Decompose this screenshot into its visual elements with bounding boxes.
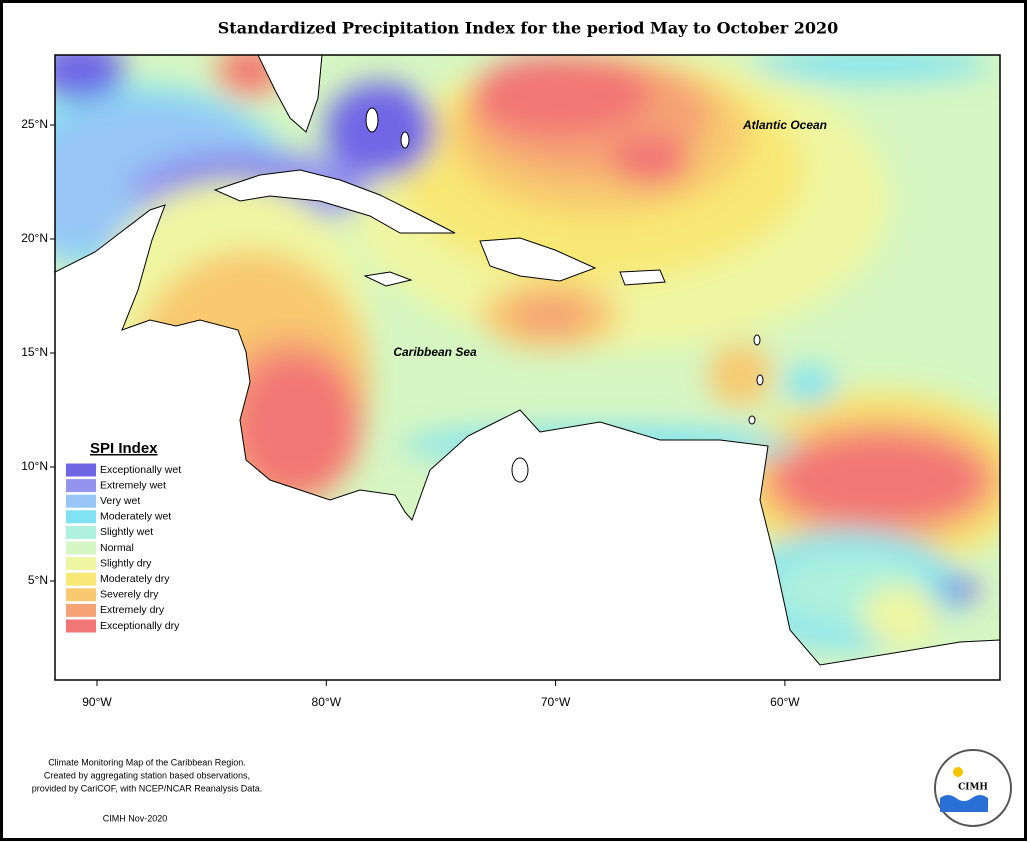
lat-label: 15°N [21, 345, 48, 359]
footer-line: Climate Monitoring Map of the Caribbean … [48, 757, 246, 767]
legend-label: Moderately dry [100, 573, 170, 585]
mainland [55, 204, 1000, 680]
jamaica [363, 271, 413, 287]
legend-label: Slightly wet [100, 526, 153, 538]
spi-area [750, 55, 990, 80]
legend-label: Exceptionally wet [100, 464, 181, 476]
spi-field [55, 55, 1000, 680]
bahamas [365, 107, 379, 133]
spi-area [325, 82, 435, 178]
legend-label: Exceptionally dry [100, 620, 180, 632]
map-title: Standardized Precipitation Index for the… [218, 19, 839, 38]
logo-sun [953, 767, 963, 777]
spi-area [237, 357, 353, 493]
legend-swatch [66, 619, 96, 633]
lat-label: 10°N [21, 459, 48, 473]
island [753, 334, 761, 346]
lon-label: 90°W [82, 695, 112, 709]
island [748, 415, 756, 425]
legend-swatch [66, 557, 96, 571]
legend-title: SPI Index [90, 440, 158, 457]
spi-area [942, 578, 978, 602]
island [756, 374, 764, 386]
map-frame [54, 54, 1001, 681]
lat-label: 5°N [28, 573, 48, 587]
lat-label: 25°N [21, 117, 48, 131]
footer-date: CIMH Nov-2020 [103, 813, 168, 823]
legend-swatch [66, 510, 96, 524]
logo-text: CIMH [958, 783, 988, 793]
legend-label: Extremely dry [100, 604, 165, 616]
logo: CIMH [934, 749, 1012, 827]
spi-area [470, 55, 650, 135]
legend-swatch [66, 525, 96, 539]
lon-label: 70°W [541, 695, 571, 709]
lat-label: 20°N [21, 231, 48, 245]
legend-swatch [66, 572, 96, 586]
legend-label: Slightly dry [100, 557, 152, 569]
spi-area [778, 438, 982, 522]
legend-label: Very wet [100, 495, 140, 507]
cuba [213, 169, 456, 234]
legend-label: Normal [100, 542, 134, 554]
florida [257, 55, 323, 133]
spi-area [610, 135, 690, 185]
legend-swatch [66, 479, 96, 493]
spi-area [510, 295, 590, 335]
legend-swatch [66, 588, 96, 602]
legend-swatch [66, 541, 96, 555]
legend-label: Moderately wet [100, 511, 171, 523]
hispaniola [479, 237, 597, 282]
bahamas [400, 131, 410, 149]
legend-swatch [66, 463, 96, 477]
footer-line: Created by aggregating station based obs… [44, 770, 250, 780]
spi-area [860, 585, 940, 645]
legend-swatch [66, 494, 96, 508]
legend-swatch [66, 603, 96, 617]
spi-area [55, 180, 80, 260]
puerto-rico [619, 269, 666, 286]
ocean-label: Atlantic Ocean [742, 118, 827, 132]
legend-label: Extremely wet [100, 479, 166, 491]
spi-area [785, 365, 835, 405]
lake [511, 457, 529, 483]
sea-label: Caribbean Sea [393, 345, 477, 359]
legend-label: Severely dry [100, 589, 159, 601]
land [55, 55, 1000, 680]
lon-label: 80°W [312, 695, 342, 709]
logo-waves [940, 795, 988, 812]
footer-line: provided by CariCOF, with NCEP/NCAR Rean… [32, 783, 263, 793]
spi-area [55, 55, 125, 100]
lon-label: 60°W [770, 695, 800, 709]
spi-area [708, 343, 772, 407]
